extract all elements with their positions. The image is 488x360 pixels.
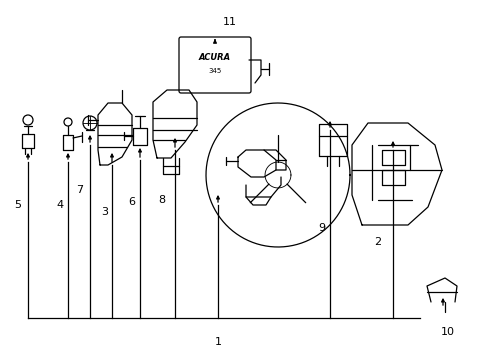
Text: 5: 5 [15,200,21,210]
Text: ACURA: ACURA [199,53,231,62]
Text: 9: 9 [318,223,325,233]
Text: 10: 10 [440,327,454,337]
Text: 2: 2 [374,237,381,247]
Text: 8: 8 [158,195,165,205]
Text: 3: 3 [102,207,108,217]
Text: 6: 6 [128,197,135,207]
Text: 7: 7 [76,185,83,195]
FancyBboxPatch shape [179,37,250,93]
Text: 4: 4 [56,200,63,210]
Text: 11: 11 [223,17,237,27]
Text: 1: 1 [214,337,221,347]
Text: 345: 345 [208,68,221,74]
